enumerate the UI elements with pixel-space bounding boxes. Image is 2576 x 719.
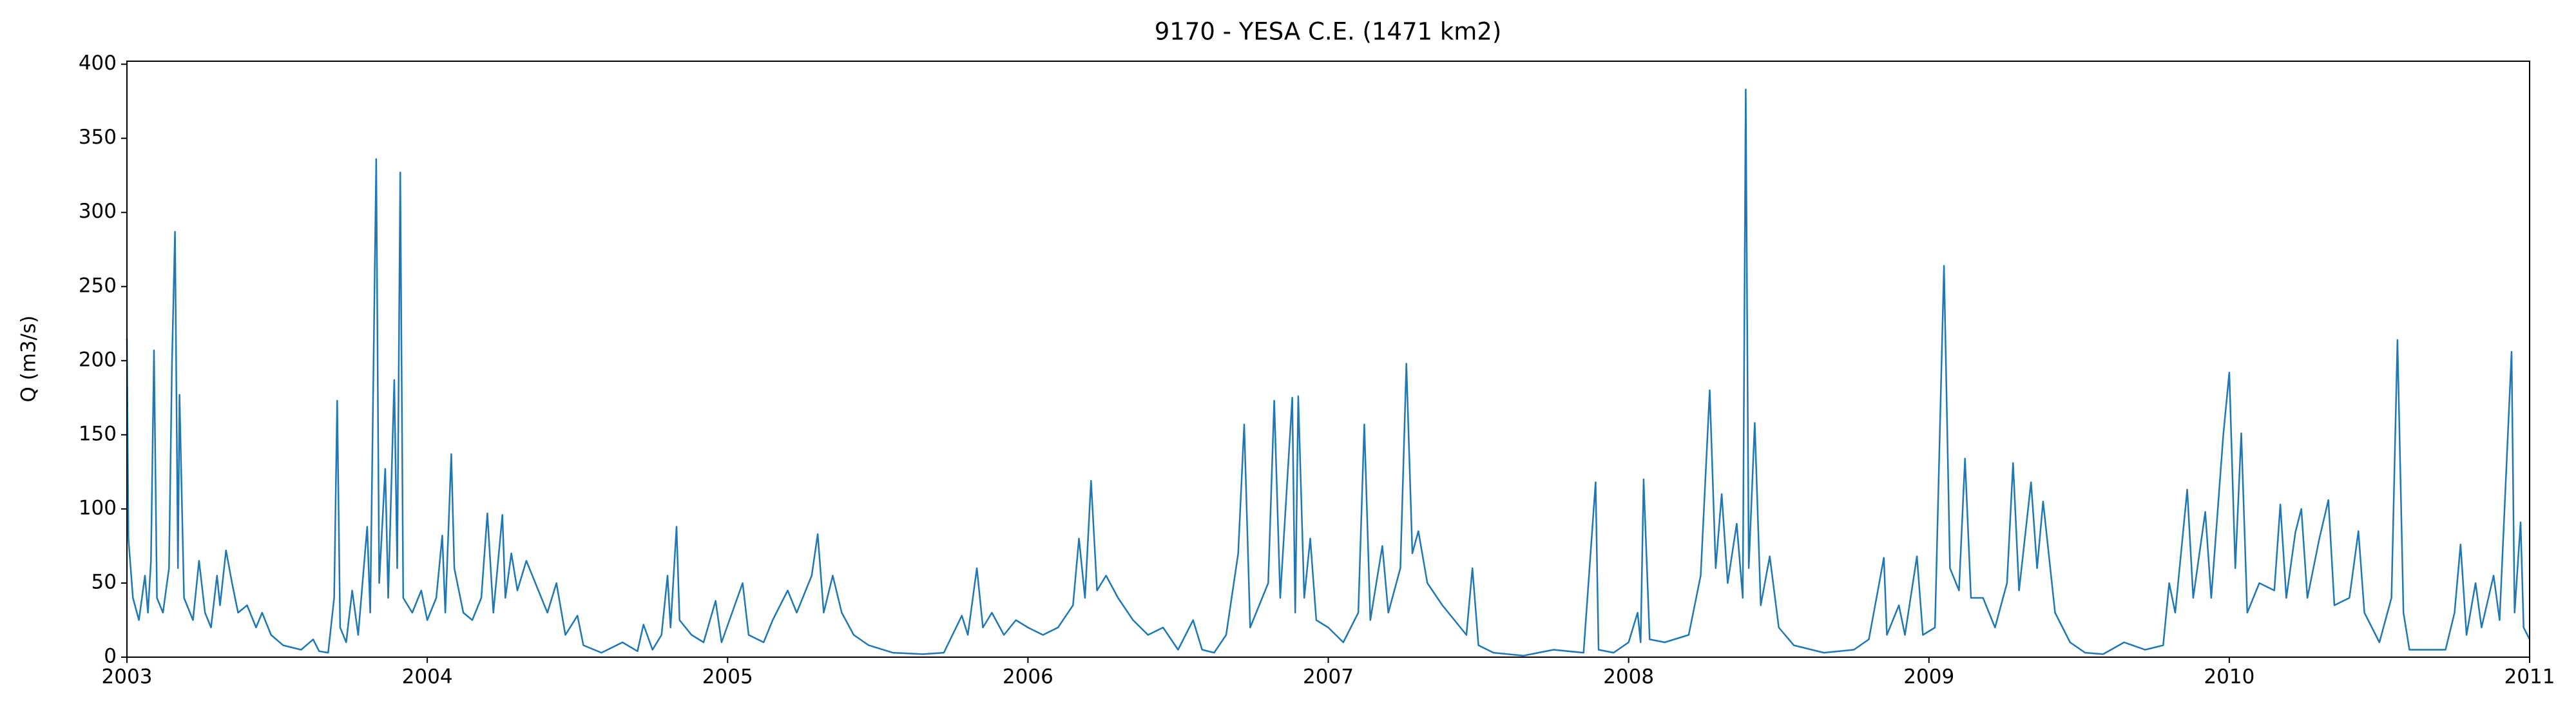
x-tick-label: 2009 <box>1903 666 1954 689</box>
y-tick-label: 400 <box>79 52 117 75</box>
y-tick-label: 350 <box>79 126 117 149</box>
x-tick-label: 2010 <box>2204 666 2254 689</box>
y-tick-label: 250 <box>79 274 117 297</box>
plot-frame <box>126 61 2530 658</box>
y-axis-label: Q (m3/s) <box>17 316 41 403</box>
y-tick-label: 200 <box>79 348 117 371</box>
series-line <box>126 88 2531 657</box>
x-tick-label: 2007 <box>1303 666 1354 689</box>
y-tick-label: 150 <box>79 422 117 445</box>
y-tick-label: 50 <box>91 570 117 593</box>
y-tick-label: 0 <box>104 645 117 668</box>
x-tick-label: 2006 <box>1003 666 1053 689</box>
x-tick-label: 2008 <box>1603 666 1654 689</box>
x-tick-label: 2005 <box>702 666 753 689</box>
x-tick-label: 2003 <box>102 666 153 689</box>
y-tick-label: 300 <box>79 200 117 223</box>
y-tick-label: 100 <box>79 496 117 519</box>
x-tick-label: 2011 <box>2504 666 2555 689</box>
chart-title: 9170 - YESA C.E. (1471 km2) <box>1155 18 1502 46</box>
x-tick-label: 2004 <box>402 666 453 689</box>
